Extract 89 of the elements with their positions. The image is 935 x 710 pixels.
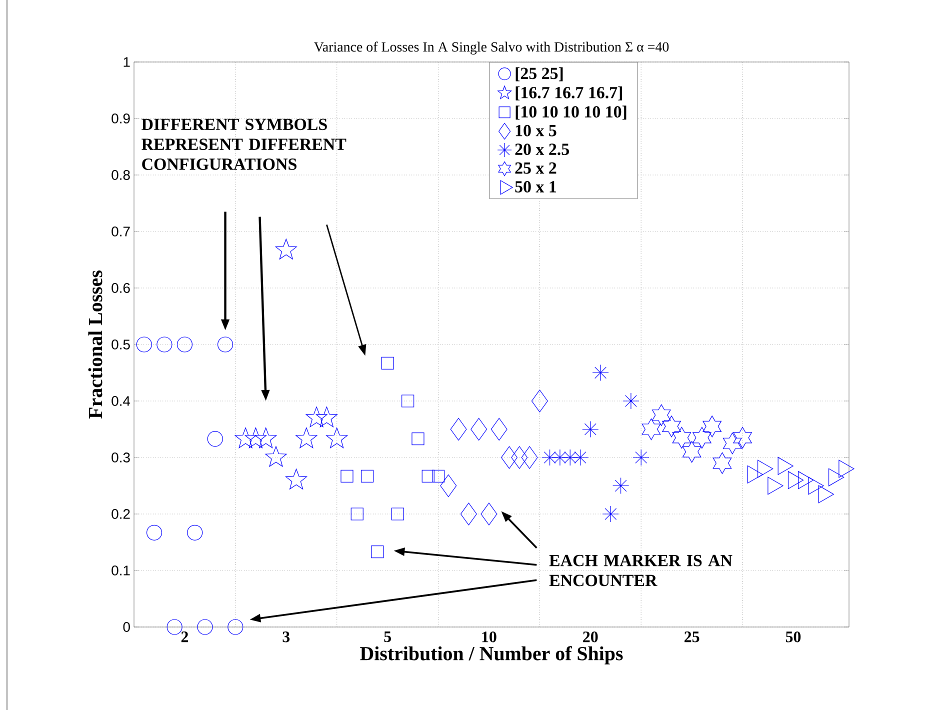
point [582, 420, 599, 438]
y-tick-label: 0.7 [112, 226, 130, 236]
point [450, 418, 467, 441]
x-tick-label: 10 [482, 632, 496, 642]
point [440, 474, 457, 498]
x-tick-label: 3 [282, 632, 290, 642]
point [432, 470, 445, 482]
point [296, 428, 318, 448]
point [602, 506, 619, 522]
y-tick-label: 0.8 [112, 170, 130, 180]
point [542, 449, 558, 466]
x-tick-label: 2 [181, 632, 188, 642]
annotation: DIFFERENT SYMBOLS REPRESENT DIFFERENT CONFIGURATIONS [142, 118, 346, 170]
point [682, 441, 702, 463]
point [316, 406, 338, 428]
legend-label: [10 10 10 10 10] [516, 106, 626, 120]
y-axis-title: Fractional Losses [88, 270, 102, 419]
point [326, 428, 348, 448]
point [306, 406, 328, 428]
point [490, 418, 508, 441]
point [391, 508, 404, 520]
y-tick-label: 0.1 [112, 566, 130, 576]
point [166, 619, 182, 635]
point [136, 336, 152, 352]
chart-title: Variance of Losses In A Single Salvo with Distribution Σ α =40 [314, 42, 669, 54]
point [692, 426, 712, 449]
annotation: EACH MARKER IS AN ENCOUNTER [549, 554, 732, 586]
point [371, 546, 384, 558]
point [275, 238, 297, 260]
point [286, 468, 308, 490]
point [340, 470, 354, 482]
point [412, 432, 424, 446]
legend-label: 10 x 5 [516, 124, 556, 136]
point [662, 416, 681, 438]
x-axis-title: Distribution / Number of Ships [360, 646, 623, 664]
x-tick-label: 20 [583, 632, 598, 642]
point [217, 336, 234, 352]
point [255, 428, 277, 448]
y-tick-label: 0.2 [112, 509, 130, 519]
point [228, 619, 244, 635]
point [234, 428, 256, 448]
legend-label: 20 x 2.5 [515, 144, 569, 156]
y-tick-label: 0.3 [112, 452, 130, 462]
point [460, 502, 477, 526]
legend-label: [25 25] [516, 67, 563, 82]
y-tick-label: 0 [123, 622, 130, 632]
point [470, 418, 488, 441]
point [622, 392, 640, 410]
point [531, 390, 548, 412]
y-tick-label: 0.4 [112, 396, 130, 406]
point [176, 336, 193, 352]
point [652, 404, 671, 426]
point [712, 452, 732, 474]
point [672, 426, 692, 449]
y-tick-label: 0.6 [112, 283, 130, 293]
y-tick-label: 1 [124, 57, 130, 67]
y-tick-label: 0.5 [112, 340, 130, 350]
point [612, 477, 630, 494]
point [197, 619, 213, 635]
point [350, 508, 364, 520]
point [265, 446, 287, 467]
point [642, 418, 661, 440]
point [402, 394, 414, 408]
point [360, 470, 374, 482]
point [733, 426, 752, 449]
point [511, 446, 528, 469]
point [592, 364, 609, 382]
point [632, 449, 650, 466]
point [207, 431, 223, 447]
point [146, 524, 162, 540]
point [422, 470, 434, 482]
point [521, 446, 538, 469]
point [572, 449, 589, 466]
point [244, 428, 266, 448]
point [156, 336, 172, 352]
x-tick-label: 25 [684, 632, 700, 642]
legend-label: 25 x 2 [515, 162, 556, 174]
point [722, 432, 742, 454]
point [480, 502, 498, 526]
point [187, 524, 203, 540]
x-tick-label: 5 [384, 632, 391, 642]
legend-label: [16.7 16.7 16.7] [516, 86, 622, 100]
point [501, 446, 518, 469]
point [702, 416, 722, 438]
point [562, 449, 578, 466]
x-tick-label: 50 [786, 632, 801, 642]
y-tick-label: 0.9 [112, 114, 130, 124]
legend-label: 50 x 1 [515, 181, 556, 192]
point [381, 356, 394, 370]
